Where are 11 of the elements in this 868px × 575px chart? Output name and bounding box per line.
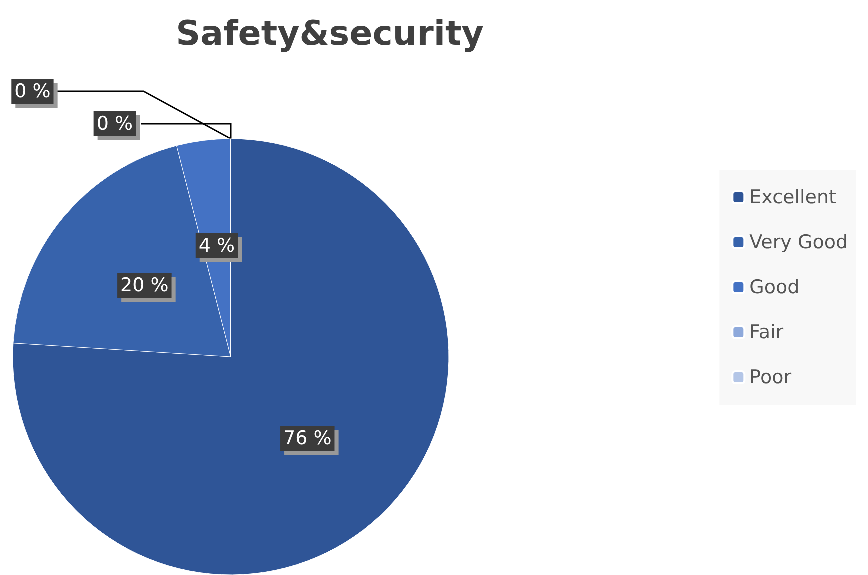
data-label: 20 % bbox=[120, 274, 169, 297]
data-label: 4 % bbox=[198, 234, 236, 257]
legend-label: Fair bbox=[750, 322, 784, 344]
legend-label: Excellent bbox=[750, 186, 836, 208]
text: 0 % bbox=[14, 80, 51, 102]
legend-label: Good bbox=[750, 276, 800, 298]
data-label: 76 % bbox=[284, 428, 332, 450]
legend-label: Poor bbox=[750, 366, 792, 388]
legend-label: Very Good bbox=[750, 232, 848, 254]
chart-title: Safety&security bbox=[176, 14, 484, 54]
text: 0 % bbox=[96, 113, 133, 135]
